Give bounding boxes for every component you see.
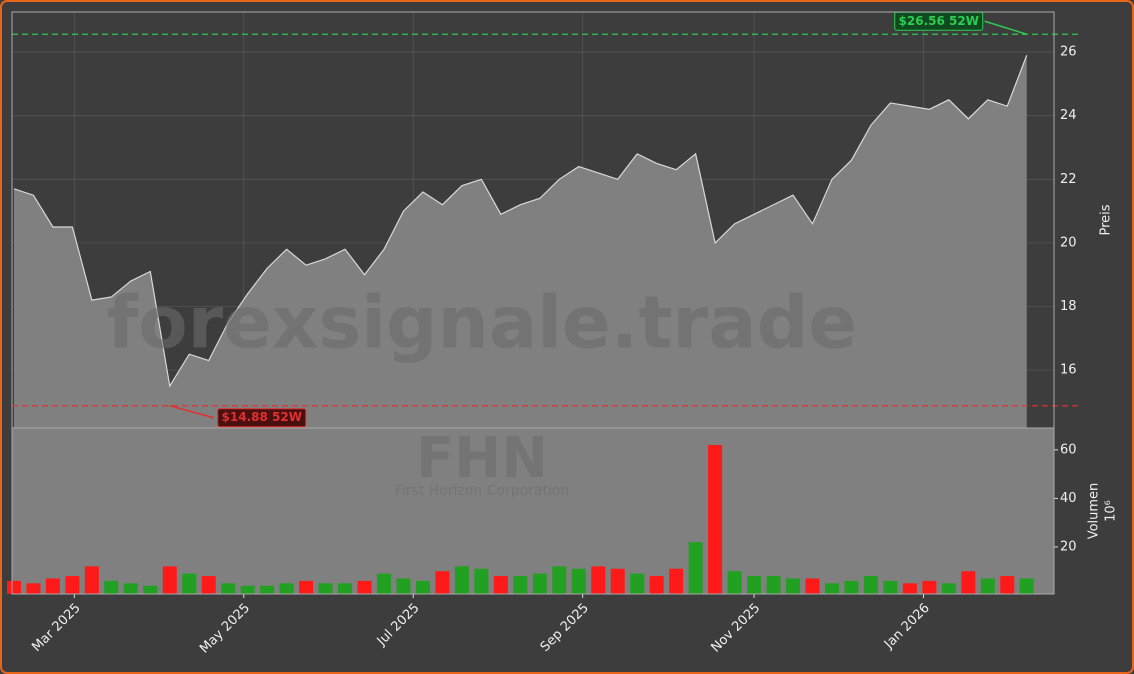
plot-border bbox=[11, 427, 1055, 595]
volume-bar bbox=[240, 585, 255, 594]
volume-bar bbox=[123, 583, 138, 594]
volume-bar bbox=[591, 566, 606, 594]
annotation-label: $26.56 52W bbox=[899, 14, 979, 28]
y-tick-label: 40 bbox=[1060, 491, 1077, 506]
volume-bar bbox=[318, 583, 333, 594]
y-axis-unit: 10⁶ bbox=[1104, 500, 1119, 522]
volume-bar bbox=[143, 585, 158, 594]
volume-bar bbox=[902, 583, 917, 594]
volume-bar bbox=[610, 568, 625, 594]
annotation-arrow bbox=[984, 20, 1027, 35]
volume-bar bbox=[435, 571, 450, 594]
volume-bar bbox=[922, 580, 937, 594]
volume-bar bbox=[513, 576, 528, 594]
price-line bbox=[13, 55, 1028, 388]
volume-bar bbox=[104, 580, 119, 594]
volume-bar bbox=[299, 580, 314, 594]
volume-bar bbox=[454, 566, 469, 594]
y-tick-label: 18 bbox=[1060, 299, 1077, 314]
volume-bar bbox=[863, 576, 878, 594]
volume-bar bbox=[65, 576, 80, 594]
volume-bar bbox=[1000, 576, 1015, 594]
annotation-box bbox=[217, 408, 307, 428]
watermark-subtitle: First Horizon Corporation bbox=[395, 483, 570, 499]
watermark: FHN bbox=[416, 426, 548, 491]
y-tick-label: 16 bbox=[1060, 363, 1077, 378]
volume-bar bbox=[260, 585, 275, 594]
volume-bar bbox=[1019, 578, 1034, 594]
plot-background bbox=[12, 428, 1054, 594]
volume-bar bbox=[649, 576, 664, 594]
volume-bar bbox=[708, 444, 723, 594]
volume-bar bbox=[941, 583, 956, 594]
volume-bar bbox=[182, 573, 197, 594]
watermark: forexsignale.trade bbox=[107, 281, 857, 365]
y-axis-label: Volumen bbox=[1087, 483, 1102, 540]
volume-bar bbox=[415, 580, 430, 594]
y-tick-label: 26 bbox=[1060, 45, 1077, 60]
volume-bar bbox=[552, 566, 567, 594]
price-area bbox=[13, 55, 1027, 429]
volume-bar bbox=[727, 571, 742, 594]
volume-bar bbox=[532, 573, 547, 594]
volume-bar bbox=[669, 568, 684, 594]
volume-bar bbox=[824, 583, 839, 594]
volume-bar bbox=[844, 580, 859, 594]
annotation-label: $14.88 52W bbox=[222, 410, 302, 424]
volume-bar bbox=[45, 578, 60, 594]
volume-bar bbox=[338, 583, 353, 594]
volume-bar bbox=[201, 576, 216, 594]
volume-bar bbox=[630, 573, 645, 594]
volume-bar bbox=[883, 580, 898, 594]
volume-bar bbox=[688, 542, 703, 594]
volume-bar bbox=[474, 568, 489, 594]
annotation-arrow bbox=[169, 405, 214, 419]
volume-bar bbox=[6, 580, 21, 594]
volume-bar bbox=[805, 578, 820, 594]
y-tick-label: 22 bbox=[1060, 172, 1077, 187]
y-tick-label: 60 bbox=[1060, 442, 1077, 457]
volume-bar bbox=[571, 568, 586, 594]
y-tick-label: 24 bbox=[1060, 108, 1077, 123]
volume-bar bbox=[766, 576, 781, 594]
volume-bar bbox=[221, 583, 236, 594]
y-tick-label: 20 bbox=[1060, 539, 1077, 554]
y-axis-label: Preis bbox=[1099, 204, 1114, 235]
volume-bar bbox=[396, 578, 411, 594]
volume-bar bbox=[961, 571, 976, 594]
volume-bar bbox=[980, 578, 995, 594]
volume-bar bbox=[162, 566, 177, 594]
volume-bar bbox=[357, 580, 372, 594]
volume-bar bbox=[84, 566, 99, 594]
volume-bar bbox=[377, 573, 392, 594]
volume-bar bbox=[279, 583, 294, 594]
volume-bar bbox=[747, 576, 762, 594]
volume-bar bbox=[493, 576, 508, 594]
volume-bar bbox=[26, 583, 41, 594]
y-tick-label: 20 bbox=[1060, 235, 1077, 250]
volume-bar bbox=[786, 578, 801, 594]
